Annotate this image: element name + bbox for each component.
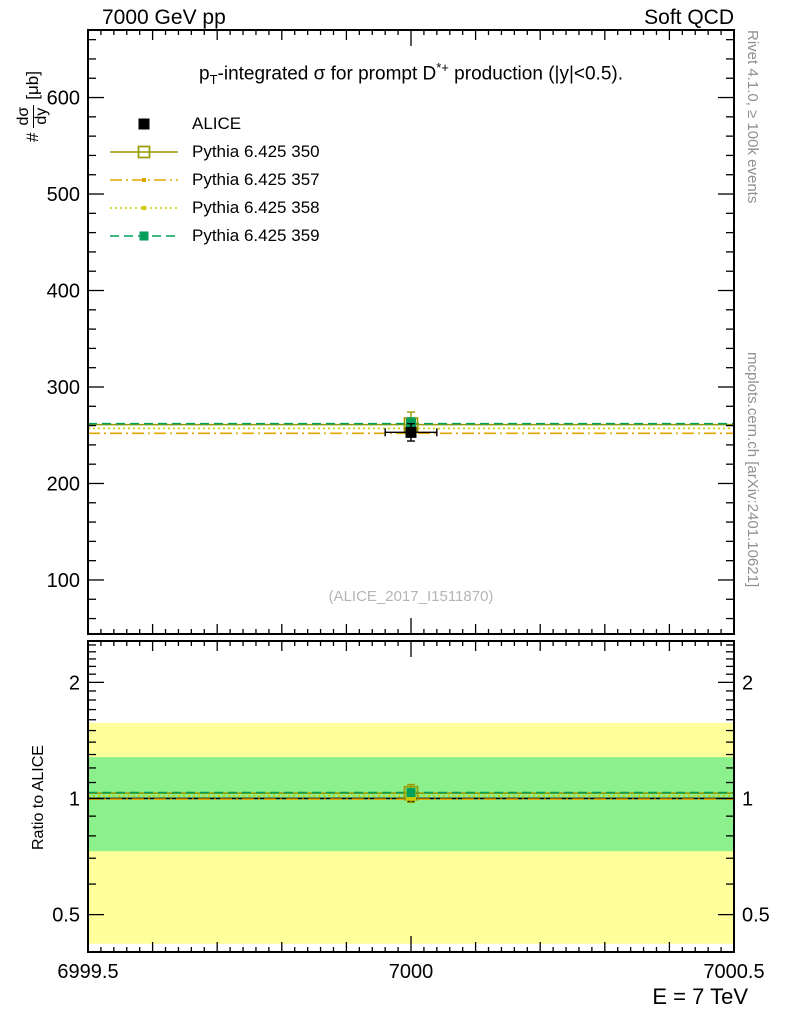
ratio-panel-series (88, 783, 734, 804)
process-group-header: Soft QCD (644, 6, 734, 29)
mcplots-arxiv-note: mcplots.cern.ch [arXiv:2401.10621] (744, 352, 761, 588)
pythia-350-line-sample (110, 145, 178, 158)
title-sub-T: T (209, 72, 218, 88)
title-sup-star-plus: *+ (436, 60, 449, 75)
svg-text:400: 400 (47, 281, 80, 303)
svg-text:6999.5: 6999.5 (57, 961, 118, 983)
svg-text:2: 2 (742, 672, 753, 694)
svg-text:500: 500 (47, 184, 80, 206)
title-tail: production (|y|<0.5). (448, 63, 624, 85)
title-sigma: σ (313, 63, 326, 85)
alice-marker-sample (138, 118, 150, 129)
pythia-358-line-sample (110, 205, 178, 210)
legend-item-pythia-358: Pythia 6.425 358 (108, 196, 320, 219)
y-label-prefix: # (23, 132, 43, 142)
svg-text:0.5: 0.5 (52, 905, 80, 927)
svg-text:200: 200 (47, 473, 80, 495)
legend-label: Pythia 6.425 359 (192, 225, 320, 245)
legend-label: Pythia 6.425 358 (192, 197, 320, 217)
rivet-version-note: Rivet 4.1.0, ≥ 100k events (744, 30, 761, 204)
legend: ALICE Pythia 6.425 350 Pythia 6.425 357 … (108, 112, 320, 247)
pythia-357-line-sample (110, 177, 178, 182)
legend-item-pythia-350: Pythia 6.425 350 (108, 140, 320, 163)
ratio-uncertainty-bands (88, 722, 734, 944)
title-mid: -integrated (217, 63, 314, 85)
svg-text:600: 600 (47, 88, 80, 110)
svg-text:7000: 7000 (389, 961, 434, 983)
svg-text:1: 1 (742, 788, 753, 810)
main-panel-series (88, 411, 734, 442)
svg-text:2: 2 (69, 672, 80, 694)
legend-item-alice: ALICE (108, 112, 320, 135)
tick-labels: 100 200 300 400 500 600 0.5 0.5 1 1 2 2 6999.5 7000 70… (47, 88, 770, 983)
beam-energy-header: 7000 GeV pp (102, 6, 226, 29)
y-label-unit: [μb] (23, 71, 43, 100)
y-axis-label: # dσ dy [μb] (15, 71, 51, 142)
analysis-id-watermark: (ALICE_2017_I1511870) (328, 588, 494, 605)
plot-title: pT-integrated σ for prompt D*+ productio… (88, 60, 734, 87)
ratio-axis-label: Ratio to ALICE (30, 745, 47, 850)
svg-text:300: 300 (47, 377, 80, 399)
data-stat-uncertainty (88, 757, 734, 852)
svg-text:1: 1 (69, 788, 80, 810)
pythia-359-line-sample (110, 231, 178, 240)
dsigma-dy-fraction: dσ dy (15, 104, 51, 128)
legend-item-pythia-359: Pythia 6.425 359 (108, 224, 320, 247)
legend-label: ALICE (192, 113, 242, 133)
svg-text:0.5: 0.5 (742, 905, 770, 927)
legend-item-pythia-357: Pythia 6.425 357 (108, 168, 320, 191)
fraction-numerator: dσ (15, 104, 34, 128)
title-p: p (198, 63, 210, 85)
legend-label: Pythia 6.425 357 (192, 169, 320, 189)
fraction-denominator: dy (32, 107, 50, 125)
x-axis-title: E = 7 TeV (652, 984, 748, 1009)
legend-label: Pythia 6.425 350 (192, 141, 320, 161)
svg-text:7000.5: 7000.5 (703, 961, 764, 983)
title-after-sigma: for prompt D (325, 63, 437, 85)
axis-ticks (87, 30, 735, 953)
svg-text:100: 100 (47, 570, 80, 592)
